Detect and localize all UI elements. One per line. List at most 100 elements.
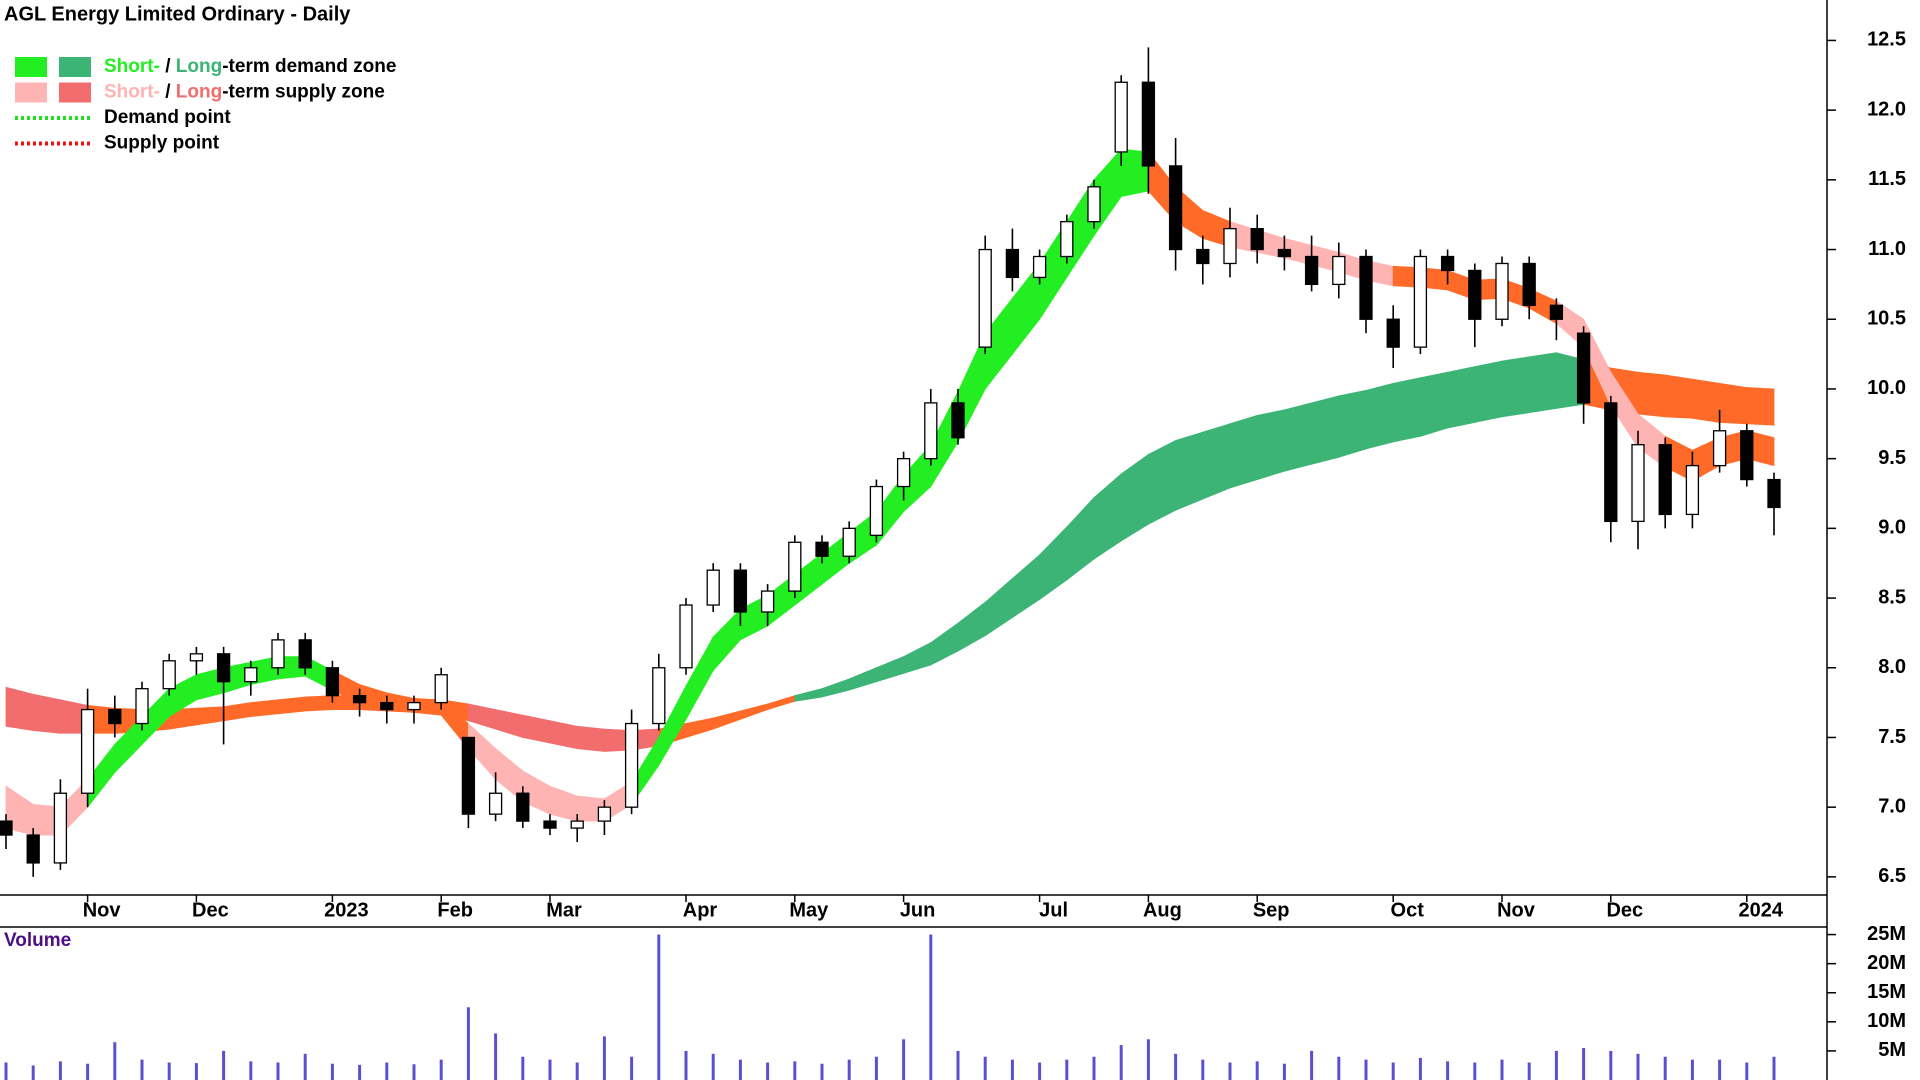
volume-tick-label: 10M	[1867, 1010, 1906, 1032]
volume-bar	[1092, 1056, 1096, 1080]
legend-swatch	[15, 82, 47, 103]
x-tick-label: Oct	[1391, 899, 1425, 921]
legend-text: Long	[176, 82, 222, 103]
candle-body	[80, 708, 95, 794]
volume-bar	[1255, 1061, 1259, 1080]
zones	[5, 148, 1775, 837]
candle-body	[760, 590, 775, 613]
x-tick-label: Sep	[1253, 899, 1290, 921]
volume-bar	[1228, 1062, 1232, 1080]
zone-segment	[1066, 496, 1095, 581]
candle-body	[1168, 165, 1183, 251]
candle-body	[380, 701, 394, 711]
candle-body	[1250, 227, 1264, 251]
candle-body	[1712, 430, 1727, 467]
zone-segment	[5, 686, 34, 731]
volume-bar	[902, 1039, 906, 1080]
volume-tick-label: 5M	[1878, 1039, 1906, 1061]
candle-body	[216, 653, 231, 683]
volume-bar	[494, 1033, 498, 1080]
candle-body	[597, 806, 612, 822]
volume-bar	[820, 1063, 824, 1080]
zone-segment	[712, 710, 741, 730]
zone-segment	[1474, 360, 1503, 423]
candle-body	[1359, 255, 1373, 320]
legend-text: -term supply zone	[222, 82, 385, 103]
volume-tick-label: 25M	[1867, 923, 1906, 945]
x-tick-label: Apr	[683, 899, 718, 921]
zone-segment	[1420, 371, 1448, 437]
volume-bar	[276, 1062, 280, 1080]
zone-segment	[1120, 453, 1149, 542]
zone-segment	[195, 706, 225, 726]
candle-body	[53, 792, 68, 864]
candle-body	[1386, 318, 1400, 348]
zone-segment	[1256, 409, 1285, 481]
y-tick-label: 9.0	[1878, 517, 1906, 539]
candle-body	[1223, 227, 1237, 265]
volume-bar	[630, 1056, 634, 1080]
legend-text: /	[160, 82, 176, 103]
legend-swatch	[59, 57, 91, 77]
candle-body	[978, 248, 992, 348]
x-tick-label: Nov	[83, 899, 122, 921]
candle-body	[543, 820, 557, 829]
x-tick-label: Feb	[437, 899, 473, 921]
volume-bar	[929, 934, 933, 1080]
candle-body	[1196, 248, 1210, 265]
legend-text: Short-	[104, 82, 160, 103]
volume-bar	[1582, 1048, 1586, 1080]
zone-segment	[1311, 395, 1340, 465]
volume-bar	[711, 1053, 715, 1080]
candle-body	[1468, 269, 1482, 320]
candle-body	[1685, 464, 1700, 516]
volume-bar	[439, 1059, 443, 1080]
volume-bar	[548, 1059, 552, 1080]
candle-body	[1767, 478, 1781, 509]
y-tick-label: 8.5	[1878, 586, 1906, 608]
candle-body	[1522, 262, 1536, 306]
volume-bar	[4, 1062, 8, 1080]
candle-body	[1413, 255, 1428, 348]
zone-segment	[1392, 377, 1421, 443]
volume-bar	[1065, 1059, 1069, 1080]
y-tick-label: 12.5	[1867, 29, 1906, 51]
volume-bar	[31, 1065, 35, 1080]
volume-bar	[684, 1050, 688, 1080]
zone-segment	[1746, 387, 1775, 426]
volume-bar	[521, 1056, 525, 1080]
candle-body	[1658, 444, 1672, 516]
candle-body	[244, 667, 258, 683]
candle-body	[1549, 304, 1564, 320]
volume-bar	[1282, 1063, 1286, 1080]
candle-body	[1495, 262, 1509, 320]
zone-segment	[549, 785, 578, 822]
candle-body	[869, 485, 884, 536]
x-tick-label: Nov	[1497, 899, 1536, 921]
candle-body	[461, 736, 476, 815]
candle-body	[570, 820, 584, 829]
volume-bar	[1201, 1059, 1205, 1080]
candle-body	[815, 541, 829, 557]
zone-segment	[277, 696, 306, 715]
zone-segment	[1338, 389, 1367, 458]
volume-bar	[602, 1036, 606, 1080]
volume-bar	[466, 1007, 470, 1080]
candle-body	[1032, 255, 1047, 279]
candle-body	[679, 604, 693, 669]
zone-segment	[794, 688, 823, 702]
candle-body	[189, 653, 204, 662]
candle-body	[1440, 255, 1455, 272]
zone-segment	[576, 725, 605, 752]
volume-bar	[793, 1061, 797, 1080]
zone-segment	[984, 577, 1013, 637]
volume-bar	[222, 1050, 226, 1080]
x-tick-label: Jul	[1039, 899, 1068, 921]
zone-segment	[467, 703, 497, 730]
zone-segment	[32, 693, 61, 734]
volume-bar	[330, 1063, 334, 1080]
candle-body	[1740, 430, 1754, 481]
candle-body	[951, 402, 965, 439]
